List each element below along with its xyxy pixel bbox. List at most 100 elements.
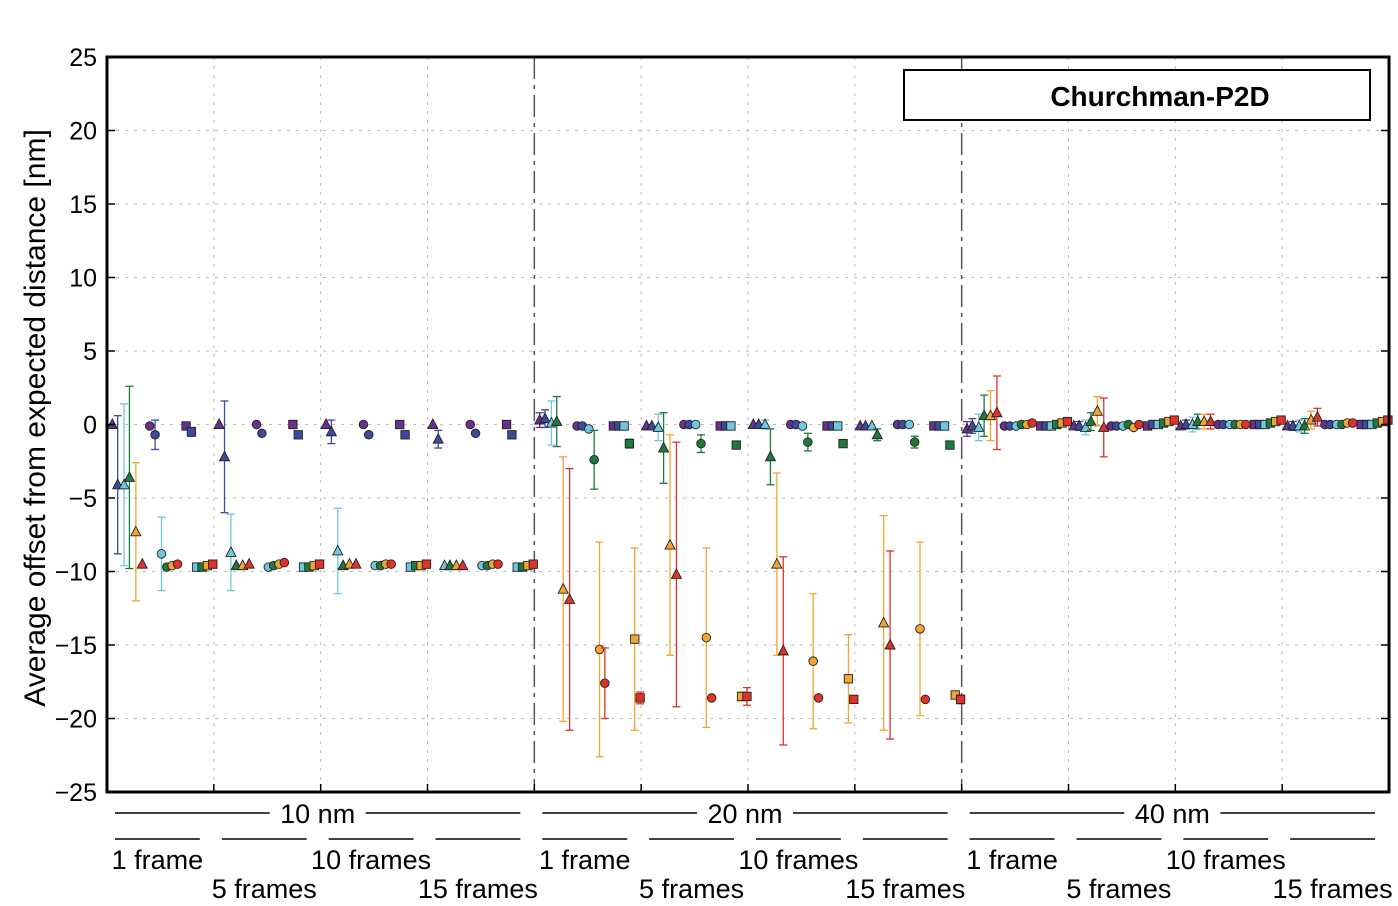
marker-square (939, 421, 950, 431)
data-point (877, 514, 890, 731)
data-point (332, 507, 344, 595)
frame-label: 1 frame (539, 845, 631, 875)
data-point (257, 428, 267, 439)
marker-square (208, 559, 218, 569)
data-point (909, 435, 920, 449)
grid (107, 57, 1389, 792)
data-point (1241, 419, 1251, 430)
marker-circle (909, 437, 920, 447)
marker-circle (808, 656, 818, 666)
marker-square (507, 430, 517, 440)
data-point (251, 419, 262, 430)
data-point (1098, 397, 1110, 458)
data-point (130, 462, 142, 602)
data-point (144, 421, 155, 431)
data-point (939, 421, 950, 431)
marker-circle (1347, 418, 1358, 428)
marker-circle (251, 419, 262, 430)
data-point (635, 691, 645, 705)
marker-triangle (877, 616, 890, 628)
marker-triangle (991, 406, 1003, 418)
marker-triangle (646, 419, 658, 431)
marker-circle (701, 632, 712, 643)
frame-label: 15 frames (1273, 874, 1393, 904)
frame-label: 10 frames (1166, 845, 1286, 875)
group-label: 10 nm (280, 799, 355, 829)
data-point (279, 557, 290, 568)
marker-square (501, 419, 512, 430)
marker-circle (493, 559, 503, 569)
marker-square (630, 634, 640, 644)
marker-circle (363, 430, 374, 440)
frame-label: 5 frames (639, 874, 744, 904)
marker-triangle (1204, 415, 1217, 427)
frame-label: 1 frame (112, 845, 204, 875)
marker-square (395, 419, 405, 430)
marker-square (838, 438, 848, 449)
marker-square (619, 421, 629, 431)
y-tick-label: −10 (55, 559, 97, 587)
data-point (833, 421, 843, 431)
data-point (465, 419, 475, 430)
marker-square (314, 559, 325, 569)
marker-circle (172, 559, 183, 569)
data-point (470, 428, 481, 439)
data-point (726, 421, 736, 431)
data-point (646, 419, 658, 431)
marker-square (1062, 416, 1073, 427)
data-point (1079, 419, 1092, 436)
marker-triangle (670, 567, 683, 579)
data-point (218, 400, 231, 514)
marker-triangle (332, 544, 344, 556)
marker-triangle (966, 419, 979, 431)
marker-square (400, 430, 410, 440)
marker-triangle (664, 538, 676, 550)
legend-text: Churchman-P2D (1050, 81, 1269, 112)
data-point (395, 419, 405, 430)
marker-circle (465, 419, 475, 430)
data-point (759, 418, 771, 430)
data-point (186, 426, 197, 437)
data-point (457, 559, 469, 571)
data-point (427, 418, 439, 429)
marker-triangle (1079, 420, 1092, 432)
marker-triangle (457, 559, 469, 571)
marker-circle (584, 424, 594, 434)
marker-triangle (123, 470, 136, 482)
data-point (118, 403, 130, 567)
marker-circle (386, 559, 396, 569)
marker-circle (358, 419, 369, 430)
data-point (600, 647, 610, 720)
marker-triangle (973, 420, 985, 432)
marker-square (955, 694, 966, 705)
marker-square (833, 421, 843, 431)
marker-square (528, 559, 538, 569)
data-point (314, 559, 325, 569)
marker-triangle (777, 644, 790, 656)
data-point (501, 419, 512, 430)
data-point (225, 513, 237, 592)
marker-triangle (1098, 420, 1110, 432)
marker-square (726, 421, 736, 431)
marker-circle (1027, 418, 1037, 428)
marker-triangle (551, 415, 563, 427)
data-point (803, 432, 813, 452)
marker-triangle (218, 450, 231, 462)
data-point (701, 547, 712, 728)
frame-label: 15 frames (845, 874, 965, 904)
marker-circle (915, 624, 925, 634)
marker-circle (594, 644, 605, 655)
legend: Churchman-P2D (903, 69, 1371, 121)
data-point (545, 400, 558, 446)
data-point (652, 413, 665, 442)
data-point (866, 419, 878, 431)
marker-triangle (118, 478, 130, 490)
marker-circle (690, 419, 701, 430)
data-point (1062, 416, 1073, 427)
marker-square (843, 674, 854, 684)
marker-circle (600, 678, 610, 688)
marker-triangle (759, 418, 771, 429)
data-point (213, 418, 225, 429)
data-point (557, 456, 569, 723)
